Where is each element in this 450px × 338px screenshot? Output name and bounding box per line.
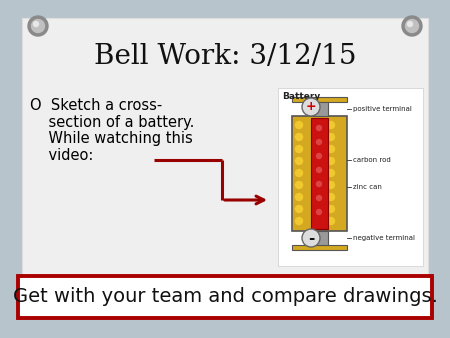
- Circle shape: [316, 182, 321, 187]
- Circle shape: [32, 20, 45, 32]
- FancyBboxPatch shape: [292, 116, 347, 231]
- FancyBboxPatch shape: [310, 231, 328, 245]
- Text: While watching this: While watching this: [30, 131, 193, 146]
- Circle shape: [316, 210, 321, 215]
- Circle shape: [296, 206, 302, 213]
- Text: Battery: Battery: [282, 92, 320, 101]
- Circle shape: [328, 134, 334, 141]
- Circle shape: [311, 169, 319, 176]
- Text: zinc can: zinc can: [353, 184, 382, 190]
- Circle shape: [296, 121, 302, 128]
- Circle shape: [296, 182, 302, 189]
- Circle shape: [33, 22, 39, 26]
- Circle shape: [302, 229, 320, 247]
- Circle shape: [311, 217, 319, 224]
- Circle shape: [296, 145, 302, 152]
- Text: video:: video:: [30, 148, 94, 163]
- Circle shape: [328, 217, 334, 224]
- Text: +: +: [306, 100, 316, 114]
- Circle shape: [328, 193, 334, 200]
- Text: positive terminal: positive terminal: [353, 106, 412, 112]
- Circle shape: [316, 153, 321, 159]
- Circle shape: [402, 16, 422, 36]
- Circle shape: [311, 121, 319, 128]
- Text: section of a battery.: section of a battery.: [30, 115, 194, 130]
- FancyBboxPatch shape: [18, 276, 432, 318]
- FancyBboxPatch shape: [292, 245, 347, 250]
- Text: -: -: [308, 231, 314, 245]
- Circle shape: [311, 145, 319, 152]
- Text: O  Sketch a cross-: O Sketch a cross-: [30, 98, 162, 113]
- Text: Get with your team and compare drawings.: Get with your team and compare drawings.: [13, 288, 437, 307]
- Text: carbon rod: carbon rod: [353, 157, 391, 163]
- Circle shape: [296, 217, 302, 224]
- Circle shape: [28, 16, 48, 36]
- FancyBboxPatch shape: [310, 102, 328, 116]
- Circle shape: [311, 134, 319, 141]
- Text: negative terminal: negative terminal: [353, 235, 415, 241]
- Circle shape: [316, 140, 321, 145]
- FancyBboxPatch shape: [22, 18, 428, 280]
- Circle shape: [296, 134, 302, 141]
- FancyBboxPatch shape: [278, 88, 423, 266]
- Circle shape: [296, 193, 302, 200]
- Circle shape: [316, 195, 321, 200]
- Circle shape: [311, 158, 319, 165]
- Text: Bell Work: 3/12/15: Bell Work: 3/12/15: [94, 43, 356, 70]
- Circle shape: [328, 121, 334, 128]
- Circle shape: [311, 182, 319, 189]
- Circle shape: [328, 182, 334, 189]
- Circle shape: [296, 158, 302, 165]
- Circle shape: [316, 125, 321, 130]
- Circle shape: [296, 169, 302, 176]
- Circle shape: [311, 206, 319, 213]
- Circle shape: [328, 169, 334, 176]
- Circle shape: [405, 20, 418, 32]
- Circle shape: [302, 98, 320, 116]
- Circle shape: [328, 145, 334, 152]
- FancyBboxPatch shape: [292, 97, 347, 102]
- Circle shape: [328, 158, 334, 165]
- Circle shape: [408, 22, 413, 26]
- Circle shape: [328, 206, 334, 213]
- Circle shape: [316, 168, 321, 172]
- Circle shape: [311, 193, 319, 200]
- FancyBboxPatch shape: [311, 118, 328, 229]
